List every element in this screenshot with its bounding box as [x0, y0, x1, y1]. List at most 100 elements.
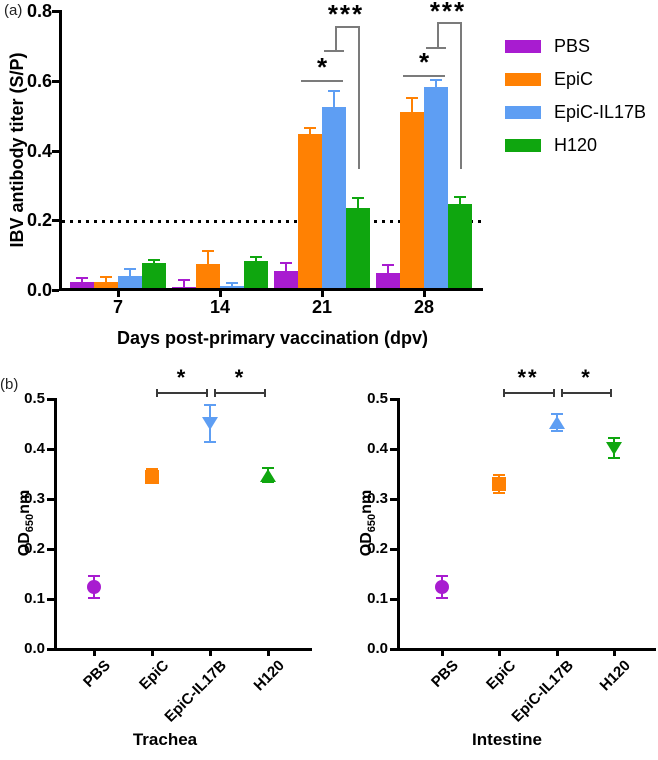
- legend-label-h120: H120: [554, 135, 598, 155]
- intestine-sig-cap-left-1: [561, 389, 563, 397]
- trachea-y-tick: [47, 598, 54, 601]
- intestine-sig-cap-left-0: [503, 389, 505, 397]
- a-errorbar-PBS-28dpv: [387, 265, 389, 273]
- intestine-errorcap-bottom-PBS: [436, 597, 448, 599]
- a-sig-drop-21: [358, 26, 360, 169]
- trachea-sig-line-1: [214, 392, 266, 394]
- legend-label-epic: EpiC: [554, 69, 594, 89]
- a-bar-PBS-28dpv: [376, 273, 400, 290]
- intestine-sig-line-0: [503, 392, 555, 394]
- intestine-y-tick-label: 0.1: [367, 590, 388, 607]
- intestine-marker-EpiC: [492, 477, 506, 491]
- a-y-axis: [59, 10, 62, 291]
- intestine-title: Intestine: [472, 730, 542, 749]
- intestine-x-tick: [613, 651, 616, 656]
- intestine-errorcap-bottom-H120: [608, 457, 620, 459]
- intestine-y-tick-label: 0.2: [367, 540, 388, 557]
- intestine-y-tick-label: 0.0: [367, 640, 388, 657]
- a-errorcap-EpiC-IL17B-7dpv: [124, 268, 136, 270]
- a-bar-EpiC-IL17B-28dpv: [424, 87, 448, 290]
- trachea-x-cat-label-EpiC-IL17B: EpiC-IL17B: [161, 657, 231, 726]
- a-x-axis: [59, 288, 483, 291]
- a-y-tick: [52, 150, 59, 153]
- a-y-tick: [52, 289, 59, 292]
- trachea-x-tick: [267, 651, 270, 656]
- a-errorbar-PBS-14dpv: [183, 280, 185, 287]
- a-errorcap-H120-28dpv: [454, 196, 466, 198]
- a-x-tick-label: 7: [112, 297, 123, 317]
- intestine-y-tick: [390, 598, 397, 601]
- a-bar-H120-7dpv: [142, 263, 166, 290]
- a-y-tick: [52, 10, 59, 13]
- intestine-x-cat-label-PBS: PBS: [428, 657, 463, 691]
- epic-color-swatch: [505, 72, 541, 86]
- a-errorbar-PBS-7dpv: [81, 278, 83, 282]
- legend-item-pbs: PBS: [505, 36, 646, 56]
- trachea-errorcap-bottom-H120: [262, 481, 274, 483]
- trachea-errorcap-top-EpiC-IL17B: [204, 404, 216, 406]
- intestine-marker-PBS: [435, 580, 449, 594]
- a-bar-EpiC-7dpv: [94, 282, 118, 290]
- intestine-sig-star-0: **: [517, 365, 539, 390]
- a-x-tick: [219, 291, 222, 297]
- trachea-y-axis: [54, 398, 57, 651]
- trachea-y-tick-label: 0.3: [24, 490, 45, 507]
- trachea-marker-EpiC-IL17B: [202, 417, 218, 430]
- a-y-tick-label: 0.0: [26, 280, 52, 300]
- trachea-errorcap-top-PBS: [88, 575, 100, 577]
- intestine-y-tick: [390, 648, 397, 651]
- pbs-color-swatch: [505, 39, 541, 53]
- intestine-errorcap-top-EpiC: [493, 474, 505, 476]
- intestine-x-tick: [441, 651, 444, 656]
- trachea-title: Trachea: [132, 730, 198, 749]
- a-errorbar-EpiC-14dpv: [207, 251, 209, 264]
- intestine-y-axis: [397, 398, 400, 651]
- intestine-errorcap-bottom-EpiC: [493, 492, 505, 494]
- a-sig-riser-28: [437, 22, 439, 47]
- trachea-y-tick-label: 0.4: [24, 440, 45, 457]
- a-errorbar-EpiC-7dpv: [105, 277, 107, 282]
- a-bar-H120-28dpv: [448, 204, 472, 290]
- a-bar-EpiC-IL17B-7dpv: [118, 276, 142, 290]
- intestine-errorcap-bottom-EpiC-IL17B: [551, 430, 563, 432]
- trachea-sig-cap-right-1: [264, 389, 266, 397]
- a-bar-EpiC-14dpv: [196, 264, 220, 290]
- a-sig-star-21: ***: [327, 0, 365, 29]
- trachea-errorcap-top-H120: [262, 467, 274, 469]
- a-bar-EpiC-IL17B-21dpv: [322, 107, 346, 290]
- a-errorbar-H120-14dpv: [255, 257, 257, 261]
- trachea-errorcap-bottom-PBS: [88, 597, 100, 599]
- intestine-y-tick-label: 0.3: [367, 490, 388, 507]
- intestine-y-tick: [390, 398, 397, 401]
- intestine-x-tick: [556, 651, 559, 656]
- trachea-y-tick: [47, 498, 54, 501]
- a-errorcap-H120-14dpv: [250, 256, 262, 258]
- intestine-errorcap-top-H120: [608, 437, 620, 439]
- intestine-sig-star-1: *: [581, 365, 590, 390]
- trachea-x-cat-label-PBS: PBS: [80, 657, 115, 691]
- legend-item-epic-il17b: EpiC-IL17B: [505, 102, 646, 122]
- a-sig-star-21: *: [316, 52, 328, 82]
- a-errorbar-EpiC-IL17B-28dpv: [435, 80, 437, 87]
- trachea-y-tick-label: 0.0: [24, 640, 45, 657]
- intestine-y-tick-label: 0.5: [367, 390, 388, 407]
- legend-label-epic-il17b: EpiC-IL17B: [554, 102, 647, 122]
- a-errorcap-EpiC-14dpv: [202, 250, 214, 252]
- h120-color-swatch: [505, 138, 541, 152]
- a-reference-line: [62, 220, 483, 223]
- a-sig-top-21: [335, 26, 360, 28]
- a-errorcap-EpiC-28dpv: [406, 97, 418, 99]
- a-errorcap-PBS-21dpv: [280, 262, 292, 264]
- a-errorbar-EpiC-IL17B-7dpv: [129, 269, 131, 276]
- a-errorcap-H120-7dpv: [148, 259, 160, 261]
- intestine-errorcap-top-PBS: [436, 575, 448, 577]
- legend-item-epic: EpiC: [505, 69, 646, 89]
- a-sig-top-28: [437, 22, 462, 24]
- legend-label-pbs: PBS: [554, 36, 591, 56]
- intestine-x-tick: [498, 651, 501, 656]
- a-bar-PBS-21dpv: [274, 271, 298, 290]
- trachea-y-tick-label: 0.1: [24, 590, 45, 607]
- a-y-tick-label: 0.2: [26, 210, 52, 230]
